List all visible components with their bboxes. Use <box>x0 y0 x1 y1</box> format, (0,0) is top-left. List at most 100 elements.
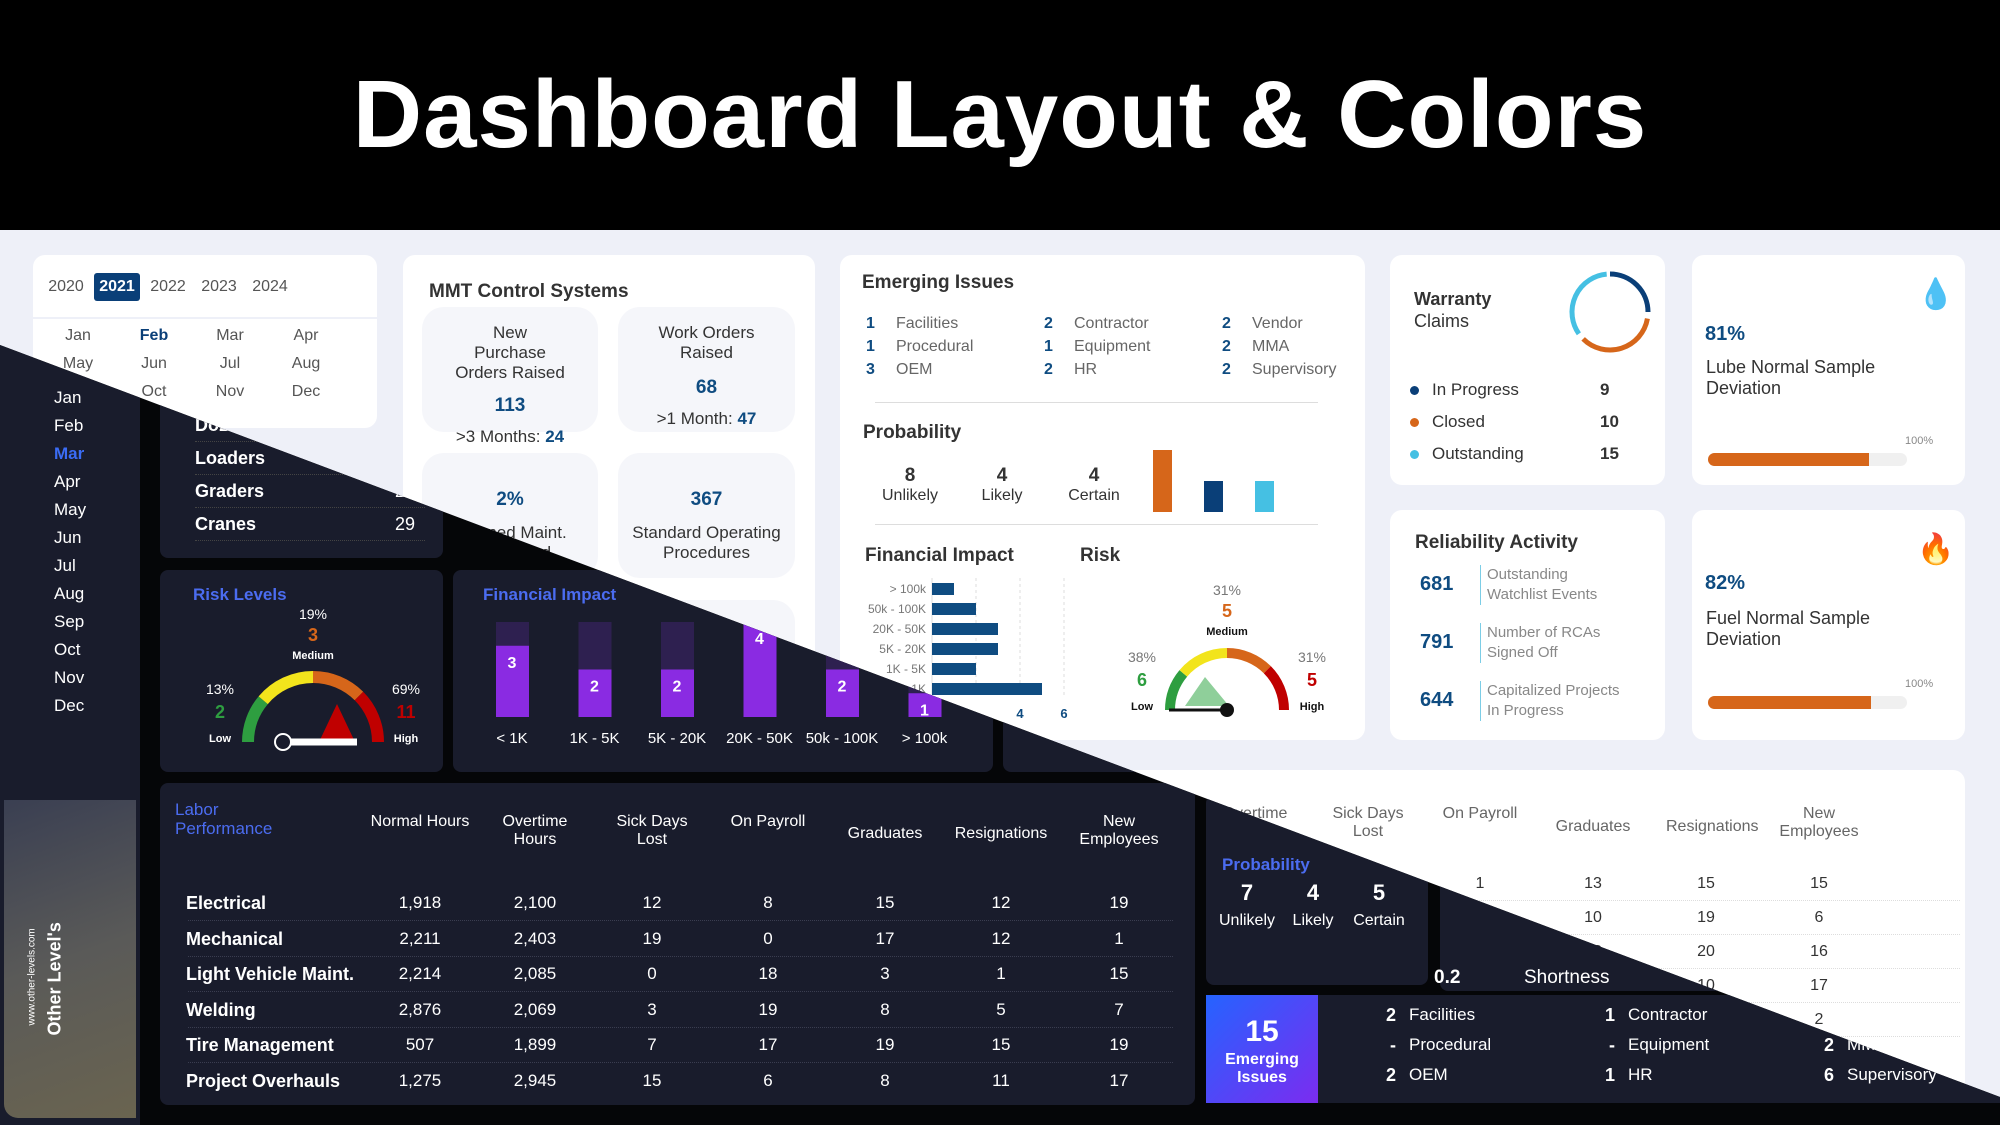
year-option-2020[interactable]: 2020 <box>48 278 84 295</box>
month-option-jun[interactable]: Jun <box>54 528 82 547</box>
row-divider <box>195 507 425 508</box>
issue-label: Equipment <box>1628 1035 1710 1054</box>
month-option-may[interactable]: May <box>62 355 94 372</box>
reliability-activity-card: Reliability Activity 681 Outstanding Watc… <box>1390 510 1665 740</box>
fuel-progress-bar <box>1708 696 1907 709</box>
table-cell: 2,945 <box>513 1070 557 1090</box>
month-option-sep[interactable]: Sep <box>54 612 85 631</box>
card-title: Labor Performance <box>175 800 273 838</box>
month-option-apr[interactable]: Apr <box>54 472 81 491</box>
table-cell: 0 <box>763 928 773 948</box>
year-selector: 2020 2021 2022 2023 2024 <box>43 273 373 305</box>
table-cell: 7 <box>647 1035 657 1054</box>
table-cell: 19 <box>875 1035 895 1054</box>
issue-count: - <box>1609 1035 1615 1055</box>
flame-icon: 🔥 <box>1917 533 1955 566</box>
high-count: 11 <box>396 702 415 722</box>
issue-count: 2 <box>1222 338 1231 355</box>
issue-count: 1 <box>866 338 875 355</box>
month-option-apr[interactable]: Apr <box>293 327 319 344</box>
year-option-2024[interactable]: 2024 <box>252 278 288 295</box>
work-orders-tile[interactable]: Work Orders Raised 68 >1 Month: 47 <box>618 307 795 432</box>
lube-deviation-card: 💧 81% Lube Normal Sample Deviation 100% <box>1692 255 1965 485</box>
activity-value: 791 <box>1420 631 1454 653</box>
medium-pct: 19% <box>299 606 327 622</box>
month-option-may[interactable]: May <box>54 500 87 519</box>
table-cell: 2,876 <box>398 999 442 1019</box>
medium-label: Medium <box>292 650 334 662</box>
gauge-segment <box>1165 670 1188 711</box>
month-option-jan[interactable]: Jan <box>65 327 91 344</box>
table-cell: 11 <box>992 1070 1010 1090</box>
issue-count: 1 <box>1604 1065 1615 1085</box>
card-title: MMT Control Systems <box>429 281 629 302</box>
month-option-feb[interactable]: Feb <box>139 327 169 344</box>
table-cell: 7 <box>1114 999 1124 1019</box>
year-option-2022[interactable]: 2022 <box>150 278 186 295</box>
year-option-2023[interactable]: 2023 <box>201 278 237 295</box>
row-divider <box>195 540 425 541</box>
divider <box>875 402 1318 403</box>
issue-label: Supervisory <box>1252 361 1337 378</box>
row-divider <box>1180 900 1960 901</box>
table-cell: 15 <box>642 1070 662 1090</box>
tile-value: 68 <box>695 377 718 398</box>
labor-performance-card: Labor Performance Normal Hours Overtime H… <box>160 783 1195 1105</box>
risk-levels-card: Risk Levels 19% 3 Medium 13% 2 Low 69% 11 High <box>160 570 443 772</box>
month-option-feb[interactable]: Feb <box>54 416 84 435</box>
table-cell: 17 <box>1109 1070 1129 1090</box>
sop-tile[interactable]: 367 Standard Operating Procedures <box>618 453 795 578</box>
risk-gauge: 19% 3 Medium 13% 2 Low 69% 11 High <box>206 606 420 751</box>
activity-value: 644 <box>1420 689 1454 711</box>
month-option-jun[interactable]: Jun <box>141 355 167 372</box>
year-option-2021[interactable]: 2021 <box>94 273 140 301</box>
bar-1K - 5K <box>932 663 976 675</box>
oil-drop-icon: 💧 <box>1917 278 1955 311</box>
progress-max-label: 100% <box>1905 678 1934 690</box>
table-cell: 3 <box>647 999 657 1019</box>
month-option-dec[interactable]: Dec <box>54 696 85 715</box>
month-option-jan[interactable]: Jan <box>54 388 82 407</box>
warranty-donut-chart <box>1569 271 1651 353</box>
month-option-nov[interactable]: Nov <box>215 383 245 400</box>
x-tick: 6 <box>1060 706 1067 721</box>
month-option-oct[interactable]: Oct <box>141 383 167 400</box>
purchase-orders-tile[interactable]: New Purchase Orders Raised 113 >3 Months… <box>422 307 598 446</box>
month-option-aug[interactable]: Aug <box>291 355 321 372</box>
total-label: Emerging Issues <box>1225 1051 1299 1086</box>
issue-label: Facilities <box>896 315 959 332</box>
issue-count: 6 <box>1823 1065 1834 1085</box>
month-option-aug[interactable]: Aug <box>54 584 85 603</box>
medium-pct: 31% <box>1213 582 1241 598</box>
bar-< 1K <box>932 683 1042 695</box>
gauge-segment <box>1226 648 1271 674</box>
table-cell: 1,918 <box>398 893 442 912</box>
emerging-issues-total[interactable]: 15 Emerging Issues <box>1206 995 1318 1103</box>
legend-dot <box>1410 386 1419 395</box>
activity-value: 681 <box>1420 573 1454 595</box>
month-option-jul[interactable]: Jul <box>219 355 241 372</box>
month-option-mar[interactable]: Mar <box>216 327 244 344</box>
row-label: Welding <box>186 999 256 1020</box>
month-option-jul[interactable]: Jul <box>54 556 76 575</box>
table-cell: 2,069 <box>513 999 557 1019</box>
table-cell: 18 <box>758 964 778 983</box>
month-option-oct[interactable]: Oct <box>54 640 81 659</box>
gauge-segment <box>354 691 384 743</box>
card-title: Probability <box>1222 855 1310 874</box>
row-label: Tire Management <box>186 1035 334 1055</box>
card-title: Emerging Issues <box>862 272 1015 293</box>
row-divider <box>188 955 1173 957</box>
tile-sub-label: >3 Months: <box>455 427 541 446</box>
bar-50k - 100K <box>932 603 976 615</box>
month-option-mar[interactable]: Mar <box>54 444 85 463</box>
month-option-dec[interactable]: Dec <box>291 383 321 400</box>
probability-value: 5 <box>1372 880 1386 905</box>
divider <box>33 317 377 319</box>
probability-label: Unlikely <box>1218 912 1275 929</box>
month-option-nov[interactable]: Nov <box>54 668 85 687</box>
table-cell: 8 <box>763 893 773 912</box>
gauge-pointer <box>1185 677 1229 706</box>
probability-value: 4 <box>1088 465 1100 486</box>
issue-label: Procedural <box>1409 1035 1492 1054</box>
